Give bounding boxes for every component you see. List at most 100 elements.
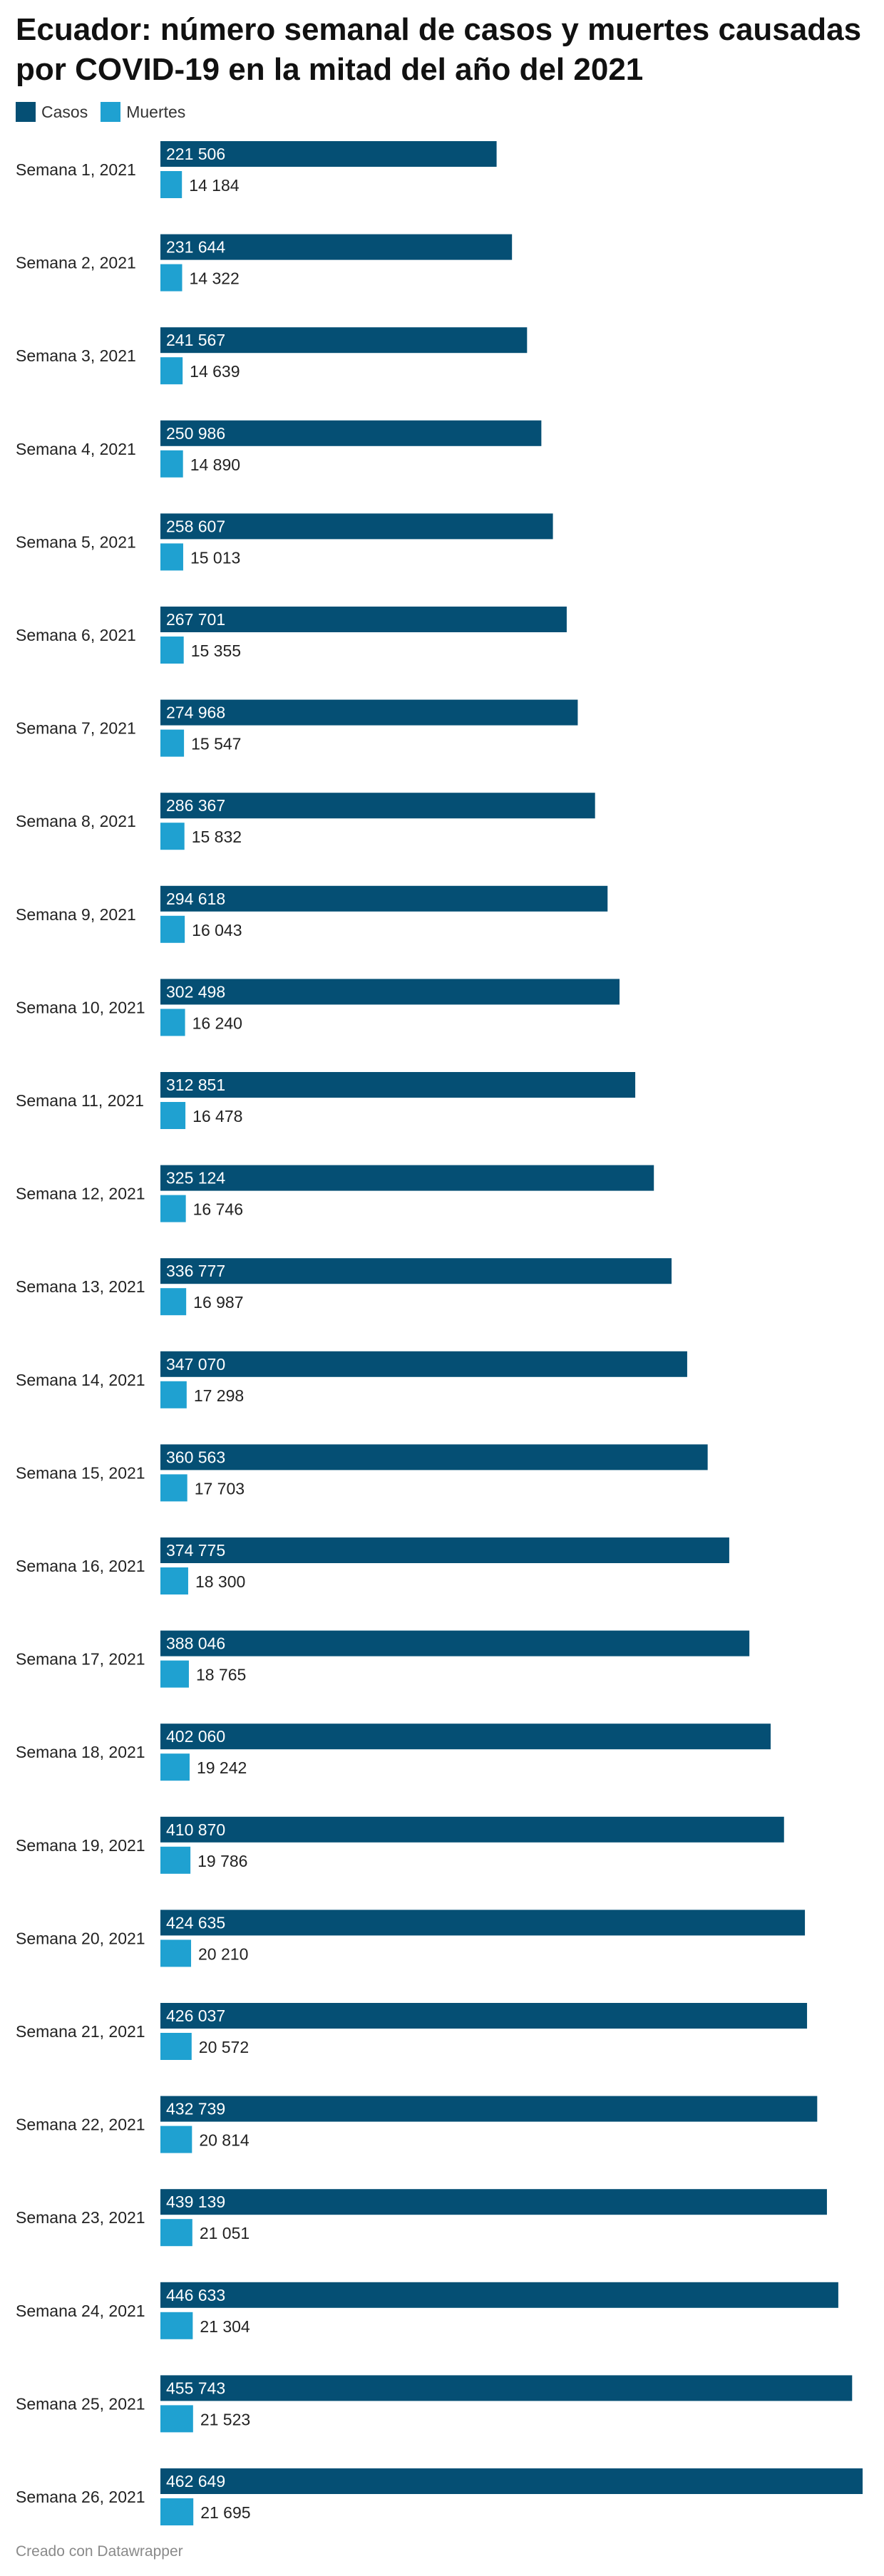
data-label-casos: 336 777 [166, 1262, 225, 1280]
bar-casos [160, 2282, 838, 2308]
footer-credit: Creado con Datawrapper [16, 2543, 183, 2560]
category-label: Semana 6, 2021 [16, 626, 136, 644]
bar-casos [160, 2096, 818, 2122]
category-label: Semana 14, 2021 [16, 1371, 145, 1389]
category-label: Semana 16, 2021 [16, 1557, 145, 1575]
data-label-casos: 374 775 [166, 1541, 225, 1560]
bar-muertes [160, 2312, 193, 2339]
data-label-casos: 250 986 [166, 424, 225, 443]
data-label-muertes: 15 832 [192, 828, 242, 846]
bar-muertes [160, 543, 183, 571]
legend-label-muertes: Muertes [126, 102, 186, 121]
data-label-casos: 432 739 [166, 2100, 225, 2118]
data-label-muertes: 17 298 [194, 1386, 244, 1405]
data-label-casos: 439 139 [166, 2193, 225, 2211]
data-label-casos: 426 037 [166, 2006, 225, 2025]
category-label: Semana 21, 2021 [16, 2022, 145, 2041]
bar-casos [160, 1910, 806, 1936]
category-label: Semana 15, 2021 [16, 1463, 145, 1482]
legend-item-muertes: Muertes [101, 102, 185, 122]
category-label: Semana 9, 2021 [16, 905, 136, 924]
data-label-casos: 446 633 [166, 2286, 225, 2304]
chart-title: Ecuador: número semanal de casos y muert… [16, 12, 862, 87]
data-label-casos: 274 968 [166, 704, 225, 722]
category-label: Semana 10, 2021 [16, 998, 145, 1016]
category-label: Semana 12, 2021 [16, 1185, 145, 1203]
category-label: Semana 26, 2021 [16, 2488, 145, 2506]
data-label-muertes: 18 765 [196, 1666, 246, 1684]
data-label-muertes: 20 814 [199, 2131, 250, 2150]
data-label-casos: 347 070 [166, 1355, 225, 1374]
category-label: Semana 17, 2021 [16, 1650, 145, 1669]
category-label: Semana 20, 2021 [16, 1929, 145, 1947]
data-label-casos: 267 701 [166, 610, 225, 629]
bar-casos [160, 1537, 729, 1563]
bar-casos [160, 1816, 784, 1843]
bar-casos [160, 1165, 654, 1191]
category-label: Semana 18, 2021 [16, 1743, 145, 1761]
data-label-muertes: 18 300 [195, 1572, 245, 1591]
bar-casos [160, 1444, 708, 1470]
bar-casos [160, 793, 595, 819]
bar-muertes [160, 450, 183, 478]
data-label-muertes: 14 890 [190, 455, 240, 474]
data-label-muertes: 16 987 [193, 1293, 243, 1312]
bar-casos [160, 141, 497, 167]
bar-muertes [160, 2498, 194, 2525]
data-label-muertes: 16 240 [192, 1014, 242, 1032]
data-label-casos: 294 618 [166, 890, 225, 908]
bar-casos [160, 979, 620, 1005]
legend: Casos Muertes [16, 100, 198, 124]
bar-muertes [160, 171, 183, 198]
data-label-casos: 221 506 [166, 145, 225, 163]
bar-muertes [160, 1102, 186, 1129]
bar-muertes [160, 264, 183, 292]
category-label: Semana 23, 2021 [16, 2208, 145, 2227]
data-label-casos: 241 567 [166, 331, 225, 349]
data-label-casos: 360 563 [166, 1448, 225, 1466]
bar-muertes [160, 823, 185, 850]
data-label-casos: 302 498 [166, 982, 225, 1001]
category-label: Semana 8, 2021 [16, 812, 136, 830]
data-label-muertes: 17 703 [195, 1479, 245, 1498]
category-label: Semana 5, 2021 [16, 532, 136, 551]
bar-muertes [160, 2126, 192, 2153]
data-label-casos: 402 060 [166, 1727, 225, 1746]
data-label-muertes: 21 523 [200, 2410, 250, 2428]
bar-casos [160, 234, 513, 260]
bar-casos [160, 2375, 853, 2401]
data-label-muertes: 16 043 [192, 921, 242, 939]
bar-muertes [160, 1846, 191, 1874]
bar-muertes [160, 1939, 192, 1967]
legend-swatch-casos [16, 102, 36, 122]
data-label-casos: 424 635 [166, 1913, 225, 1932]
data-label-muertes: 21 304 [200, 2317, 250, 2336]
legend-item-casos: Casos [16, 102, 88, 122]
bar-casos [160, 2003, 808, 2029]
data-label-muertes: 20 210 [198, 1944, 248, 1963]
data-label-muertes: 14 639 [190, 362, 240, 381]
bar-casos [160, 420, 542, 446]
bar-muertes [160, 1288, 187, 1316]
bar-casos [160, 2189, 827, 2215]
data-label-muertes: 14 322 [189, 269, 239, 288]
bar-casos [160, 607, 567, 632]
category-label: Semana 19, 2021 [16, 1836, 145, 1855]
bar-muertes [160, 1660, 189, 1688]
category-label: Semana 13, 2021 [16, 1277, 145, 1296]
data-label-muertes: 21 695 [200, 2503, 250, 2522]
data-label-casos: 258 607 [166, 517, 225, 535]
bar-casos [160, 2468, 863, 2494]
data-label-casos: 410 870 [166, 1820, 225, 1839]
data-label-muertes: 19 786 [197, 1852, 247, 1870]
bar-muertes [160, 2219, 192, 2247]
category-label: Semana 25, 2021 [16, 2394, 145, 2413]
bar-casos [160, 513, 553, 540]
category-label: Semana 22, 2021 [16, 2116, 145, 2134]
data-label-muertes: 14 184 [189, 176, 240, 195]
data-label-muertes: 16 746 [193, 1200, 243, 1219]
data-label-casos: 325 124 [166, 1169, 225, 1187]
data-label-casos: 312 851 [166, 1076, 225, 1094]
category-label: Semana 7, 2021 [16, 719, 136, 738]
